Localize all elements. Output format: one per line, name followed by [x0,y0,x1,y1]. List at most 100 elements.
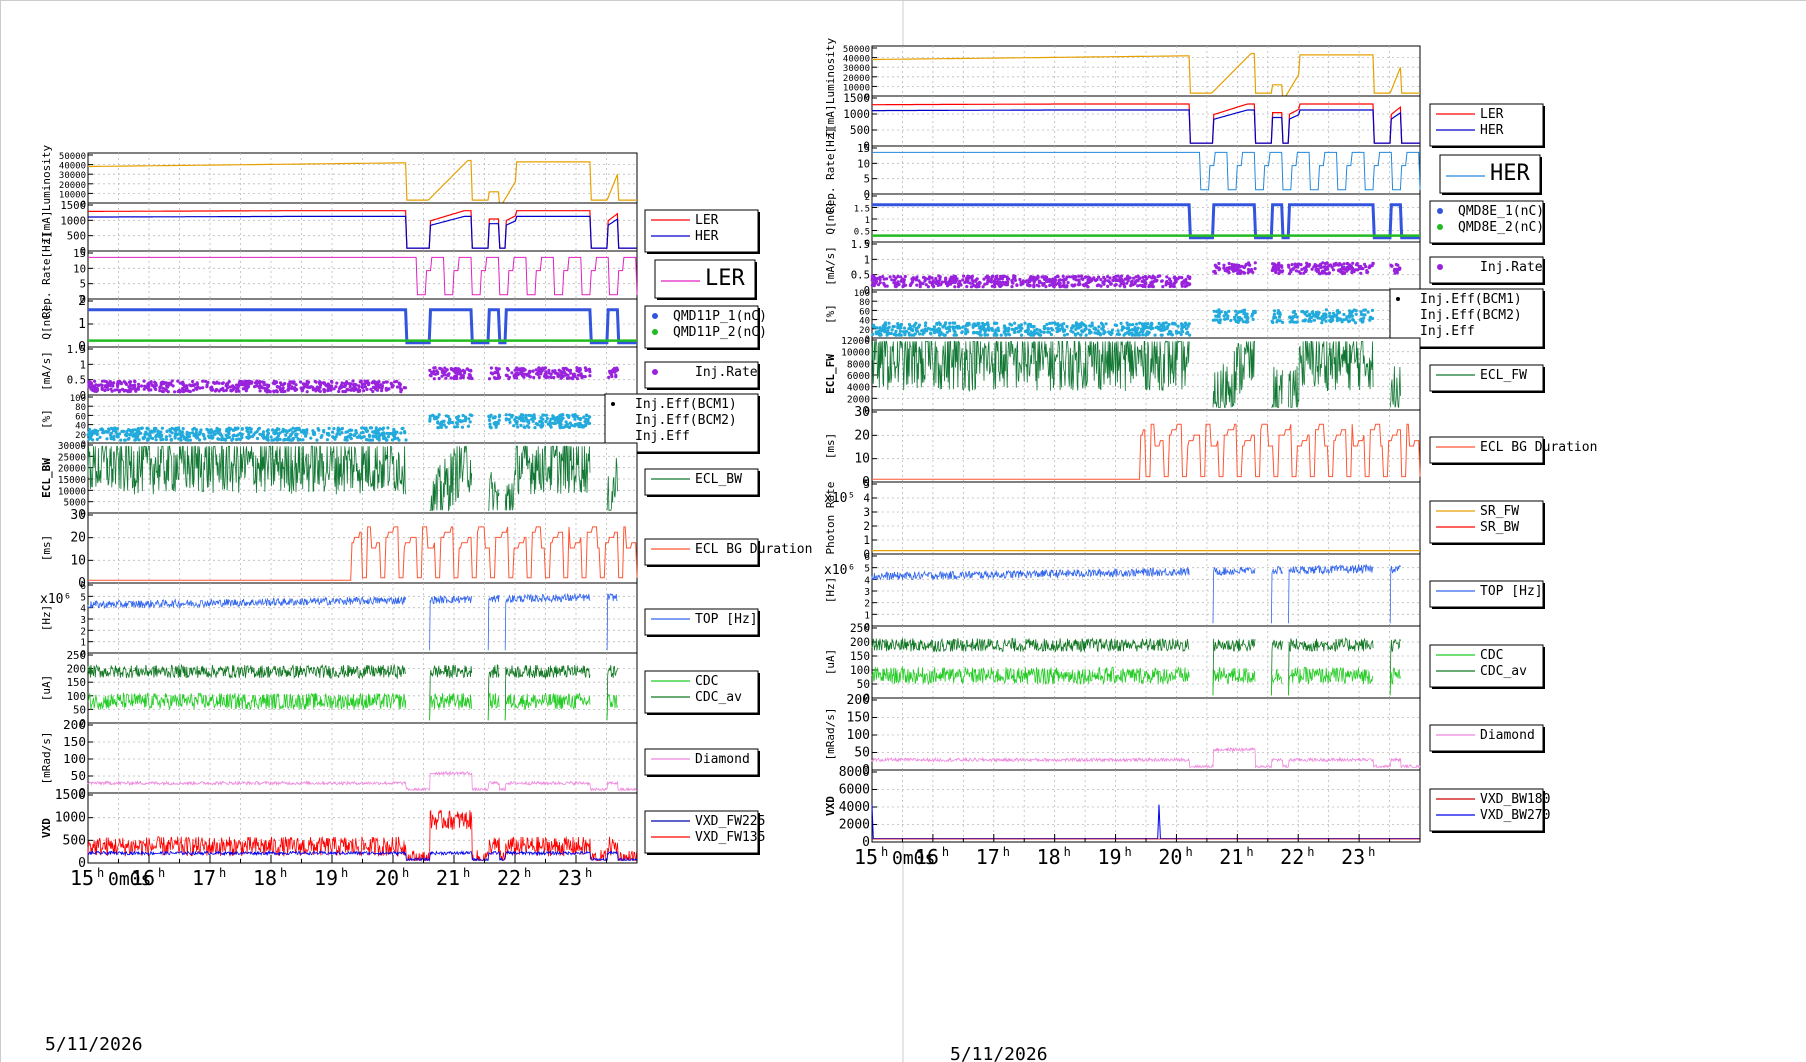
series-point [539,416,543,420]
series-point [470,413,474,418]
series-point [910,277,914,281]
series-point [402,386,406,390]
series-point [1186,330,1190,334]
series-point [255,379,259,383]
series-point [220,434,224,438]
series-point [1143,274,1147,279]
series-point [327,433,331,437]
series-point [545,416,549,421]
series-point [1092,327,1096,331]
series-point [1168,284,1172,289]
series-point [106,430,110,434]
series-point [272,390,276,394]
series-point [179,438,183,442]
series-point [1184,323,1188,327]
series-point [1218,267,1222,271]
y-tick-label: 5 [80,592,86,603]
series-point [140,426,144,430]
series-point [98,435,102,439]
series-point [1131,323,1135,327]
series-point [1164,281,1168,285]
series-point [915,283,919,287]
series-point [352,388,356,393]
y-tick-label: 1 [865,216,870,226]
series-point [153,387,157,391]
series-point [169,437,173,441]
series-point [1147,285,1151,289]
series-point [191,431,195,435]
series-point [962,274,966,278]
series-point [134,389,138,393]
series-point [1223,317,1227,321]
series-point [95,388,100,392]
series-point [1126,279,1130,283]
series-point [209,428,213,432]
series-point [1323,312,1327,316]
series-point [990,328,995,332]
series-point [952,333,956,337]
series-point [1353,321,1358,325]
series-point [1077,274,1081,278]
series-point [428,368,432,372]
y-tick-label: 1 [78,317,86,332]
series-point [299,380,303,384]
series-point [1079,274,1083,278]
series-point [181,390,185,394]
series-point [261,432,265,436]
series-point [575,377,580,381]
series-point [608,369,612,373]
y-tick-label: 5 [863,478,870,491]
series-point [1281,320,1285,324]
series-point [1106,275,1110,279]
series-point [294,383,298,387]
legend-label: HER [1490,161,1530,186]
series-point [432,366,436,370]
series-point [111,384,115,388]
series-point [1006,280,1010,284]
series-point [987,275,991,279]
y-tick-label: 10000 [59,190,86,200]
y-tick-label: 2 [80,626,86,637]
series-point [1246,267,1251,272]
series-point [1026,325,1030,330]
legend-marker [652,329,658,335]
series-point [326,382,330,386]
series-point [128,380,133,384]
series-point [367,382,371,386]
series-point [207,430,211,434]
series-point [1029,324,1033,329]
series-point [561,416,565,420]
series-point [1019,333,1024,337]
y-tick-label: 20000 [58,464,86,475]
legend-eff: Inj.Eff(BCM1)Inj.Eff(BCM2)Inj.Eff [1389,288,1545,349]
y-tick-label: 200 [847,693,870,708]
series-point [1146,330,1150,334]
series-point [562,369,566,373]
series-point [253,385,257,389]
y-tick-label: 0 [864,406,870,417]
series-point [246,436,250,440]
series-point [123,438,127,442]
y-tick-label: 25000 [58,452,86,463]
series-point [994,328,998,332]
series-point [524,417,528,421]
series-point [1218,318,1222,322]
series-point [373,429,377,433]
y-tick-label: 4 [864,575,870,586]
series-point [1156,326,1160,330]
series-line [872,151,1421,191]
series-point [1120,328,1124,332]
y-tick-label: 10000 [58,486,86,497]
panel-bg: 0 10 20 30 [ms] ECL BG Duration [40,508,812,591]
series-point [986,321,990,325]
y-axis-label: [%] [40,409,53,429]
series-line [87,849,637,862]
series-point [331,430,335,434]
series-point [968,275,973,280]
panel-dia: 0 50 100 150 200 [mRad/s] Diamond [824,693,1545,778]
series-point [883,284,887,288]
series-point [461,368,465,372]
series-point [943,333,947,337]
legend-dia: Diamond [1429,724,1545,753]
